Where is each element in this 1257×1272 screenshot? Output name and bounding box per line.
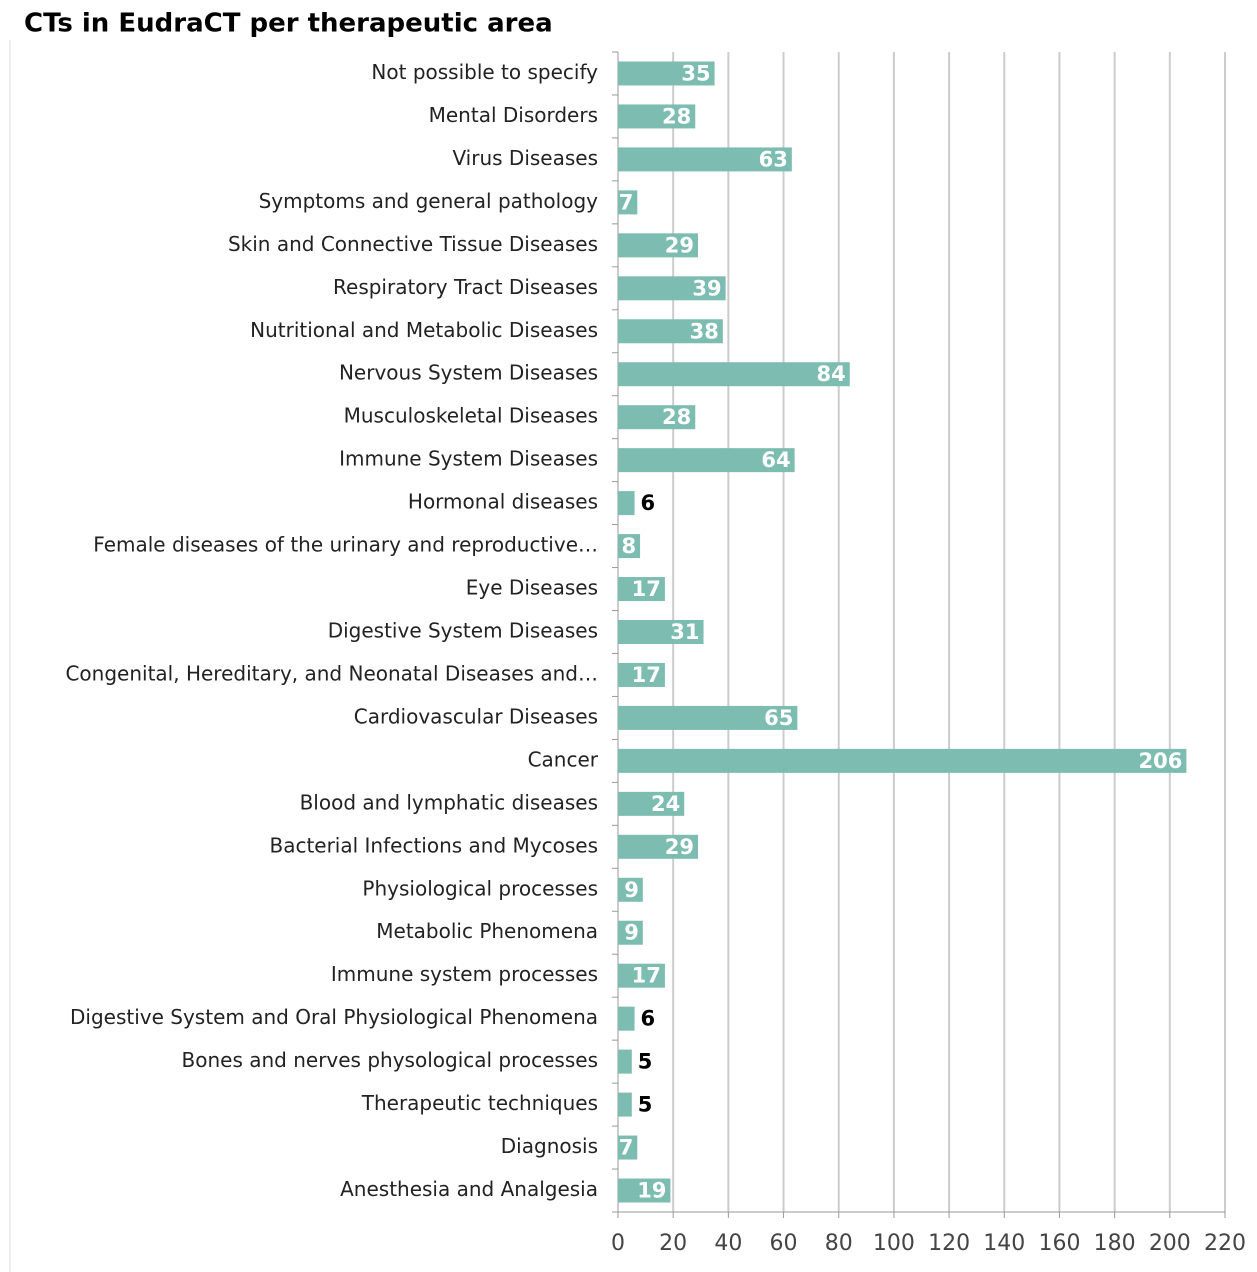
y-tick-label: Blood and lymphatic diseases	[300, 790, 598, 814]
bar	[618, 834, 699, 859]
y-tick-label: Nutritional and Metabolic Diseases	[250, 318, 598, 342]
y-tick-label: Digestive System and Oral Physiological …	[70, 1005, 598, 1029]
value-label: 84	[817, 362, 846, 386]
value-label: 39	[692, 276, 721, 300]
y-tick-label: Immune System Diseases	[339, 447, 598, 471]
chart-title: CTs in EudraCT per therapeutic area	[24, 9, 553, 39]
y-tick-label: Female diseases of the urinary and repro…	[93, 533, 598, 557]
x-tick-label: 120	[928, 1231, 970, 1256]
value-label: 63	[759, 147, 788, 171]
x-tick-label: 200	[1149, 1231, 1191, 1256]
bar	[618, 1092, 632, 1117]
bar	[618, 1006, 635, 1031]
x-tick-label: 20	[659, 1231, 687, 1256]
value-label: 28	[662, 104, 691, 128]
x-tick-label: 60	[770, 1231, 798, 1256]
y-tick-label: Mental Disorders	[429, 103, 598, 127]
bar	[618, 963, 665, 988]
bar	[618, 1178, 671, 1203]
value-label: 29	[665, 233, 694, 257]
bar	[618, 920, 643, 945]
value-label: 17	[632, 577, 661, 601]
y-tick-label: Musculoskeletal Diseases	[344, 404, 598, 428]
bar	[618, 190, 638, 215]
value-label: 206	[1139, 749, 1183, 773]
bar	[618, 61, 715, 86]
x-tick-label: 40	[714, 1231, 742, 1256]
y-tick-label: Physiological processes	[362, 876, 598, 900]
y-tick-label: Digestive System Diseases	[328, 619, 598, 643]
value-label: 31	[670, 620, 699, 644]
value-label: 35	[681, 61, 710, 85]
y-tick-label: Skin and Connective Tissue Diseases	[228, 232, 598, 256]
value-label: 19	[637, 1179, 666, 1203]
y-tick-label: Metabolic Phenomena	[376, 919, 598, 943]
bar	[618, 877, 643, 902]
y-tick-label: Hormonal diseases	[408, 490, 598, 514]
y-tick-label: Bones and nerves physological processes	[182, 1048, 598, 1072]
x-tick-label: 80	[825, 1231, 853, 1256]
bar	[618, 233, 699, 258]
value-label: 29	[665, 835, 694, 859]
value-label: 24	[651, 792, 680, 816]
value-label: 6	[641, 1007, 656, 1031]
value-label: 9	[624, 921, 639, 945]
bar	[618, 1135, 638, 1160]
y-tick-label: Nervous System Diseases	[339, 361, 598, 385]
value-label: 17	[632, 663, 661, 687]
bar	[618, 405, 696, 430]
bar	[618, 319, 723, 344]
value-label: 5	[638, 1050, 653, 1074]
bar	[618, 662, 665, 687]
y-tick-label: Cardiovascular Diseases	[354, 704, 598, 728]
y-tick-label: Congenital, Hereditary, and Neonatal Dis…	[65, 661, 598, 685]
bar	[618, 705, 798, 730]
x-tick-label: 100	[873, 1231, 915, 1256]
x-tick-label: 140	[983, 1231, 1025, 1256]
bar	[618, 491, 635, 516]
bar	[618, 534, 641, 559]
value-label: 38	[690, 319, 719, 343]
y-tick-label: Therapeutic techniques	[361, 1091, 598, 1115]
bar	[618, 577, 665, 602]
bar	[618, 791, 685, 816]
bar	[618, 1049, 632, 1074]
bar	[618, 620, 704, 644]
bar	[618, 448, 795, 473]
x-tick-label: 180	[1094, 1231, 1136, 1256]
y-tick-label: Symptoms and general pathology	[259, 189, 599, 213]
x-tick-label: 160	[1038, 1231, 1080, 1256]
bar	[618, 104, 696, 129]
value-label: 7	[619, 190, 634, 214]
value-label: 28	[662, 405, 691, 429]
x-tick-label: 0	[611, 1231, 625, 1256]
y-tick-label: Immune system processes	[331, 962, 598, 986]
y-tick-label: Respiratory Tract Diseases	[333, 275, 598, 299]
y-tick-label: Diagnosis	[501, 1134, 598, 1158]
bar	[618, 362, 850, 387]
y-tick-label: Not possible to specify	[371, 60, 598, 84]
y-tick-label: Bacterial Infections and Mycoses	[269, 833, 598, 857]
value-label: 6	[641, 491, 656, 515]
bar	[618, 748, 1187, 773]
value-label: 9	[624, 878, 639, 902]
bar	[618, 147, 792, 172]
y-tick-label: Eye Diseases	[466, 576, 598, 600]
bar	[618, 276, 726, 301]
y-tick-label: Virus Diseases	[452, 146, 598, 170]
x-tick-label: 220	[1204, 1231, 1246, 1256]
value-label: 5	[638, 1093, 653, 1117]
value-label: 17	[632, 964, 661, 988]
value-label: 65	[764, 706, 793, 730]
value-label: 8	[621, 534, 636, 558]
value-label: 64	[761, 448, 790, 472]
value-label: 7	[619, 1136, 634, 1160]
y-tick-label: Cancer	[528, 747, 599, 771]
y-tick-label: Anesthesia and Analgesia	[340, 1177, 598, 1201]
